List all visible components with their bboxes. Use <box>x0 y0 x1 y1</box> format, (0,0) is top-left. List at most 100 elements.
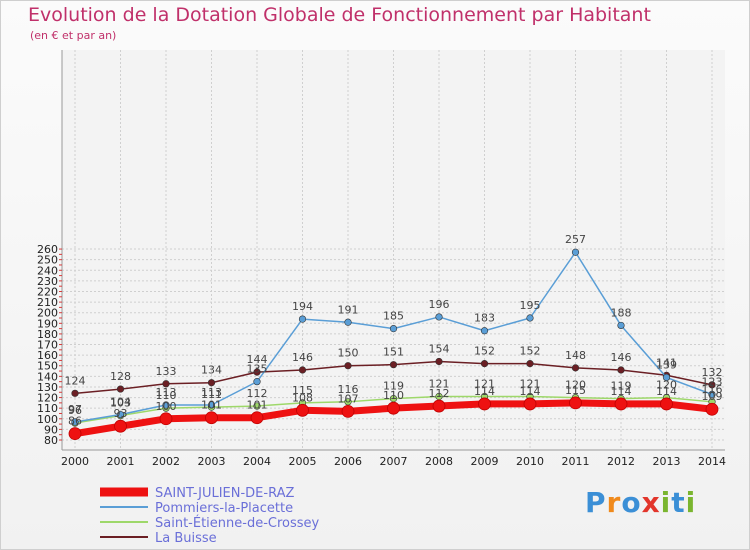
x-tick-label: 2013 <box>653 455 681 468</box>
data-point <box>253 378 261 386</box>
data-point <box>662 373 671 382</box>
legend-label: SAINT-JULIEN-DE-RAZ <box>155 486 294 501</box>
y-tick-label: 260 <box>37 243 58 256</box>
data-point <box>387 401 400 415</box>
data-label: 115 <box>292 384 313 397</box>
y-tick-label: 90 <box>44 423 58 436</box>
data-label: 195 <box>520 299 541 312</box>
data-label: 101 <box>201 399 222 412</box>
data-label: 151 <box>383 346 404 359</box>
x-tick-label: 2012 <box>607 455 635 468</box>
x-tick-label: 2008 <box>425 455 453 468</box>
data-label: 110 <box>383 389 404 402</box>
data-point <box>205 411 218 425</box>
logo-letter: r <box>606 486 622 519</box>
x-tick-label: 2001 <box>107 455 135 468</box>
data-point <box>114 419 127 433</box>
data-label: 115 <box>565 384 586 397</box>
data-point <box>162 380 170 388</box>
data-label: 93 <box>114 407 128 420</box>
x-tick-label: 2003 <box>198 455 226 468</box>
data-label: 112 <box>429 387 450 400</box>
data-label: 120 <box>565 379 586 392</box>
data-label: 107 <box>338 392 359 405</box>
x-tick-label: 2002 <box>152 455 180 468</box>
data-point <box>526 314 534 322</box>
data-label: 101 <box>247 399 268 412</box>
data-point <box>298 366 307 374</box>
logo-letter: o <box>621 486 642 519</box>
data-label: 110 <box>156 389 177 402</box>
y-tick-label: 80 <box>44 434 58 447</box>
data-label: 113 <box>201 386 222 399</box>
data-point <box>162 401 170 409</box>
data-label: 185 <box>383 310 404 323</box>
data-label: 124 <box>65 374 86 387</box>
data-label: 121 <box>520 378 541 391</box>
data-label: 150 <box>338 347 359 360</box>
chart-title: Evolution de la Dotation Globale de Fonc… <box>28 4 651 26</box>
data-label: 114 <box>656 385 677 398</box>
legend-label: La Buisse <box>155 531 217 546</box>
y-tick-label: 140 <box>37 370 58 383</box>
chart-subtitle: (en € et par an) <box>30 29 117 42</box>
data-point <box>250 411 264 425</box>
data-label: 144 <box>247 353 268 366</box>
y-tick-label: 250 <box>37 254 58 267</box>
data-label: 114 <box>520 385 541 398</box>
data-point <box>569 396 582 410</box>
data-label: 139 <box>656 358 677 371</box>
data-label: 116 <box>702 383 723 396</box>
data-label: 183 <box>474 312 495 325</box>
data-point <box>389 361 398 369</box>
data-label: 146 <box>292 351 313 364</box>
data-label: 109 <box>702 390 723 403</box>
y-tick-label: 190 <box>37 317 58 330</box>
data-label: 148 <box>565 349 586 362</box>
data-point <box>207 401 216 409</box>
legend-label: Pommiers-la-Placette <box>155 501 293 516</box>
data-point <box>660 397 673 411</box>
data-point <box>432 399 446 413</box>
data-label: 141 <box>656 356 677 369</box>
data-label: 96 <box>68 404 82 417</box>
data-point <box>708 381 716 389</box>
data-point <box>253 402 261 410</box>
x-tick-label: 2009 <box>471 455 499 468</box>
data-point <box>480 327 489 335</box>
data-point <box>344 362 352 370</box>
data-label: 132 <box>702 366 723 379</box>
x-tick-label: 2005 <box>289 455 317 468</box>
x-tick-label: 2014 <box>698 455 726 468</box>
data-label: 97 <box>68 403 82 416</box>
y-tick-label: 120 <box>37 392 58 405</box>
data-point <box>523 397 537 411</box>
data-label: 121 <box>429 378 450 391</box>
y-tick-label: 230 <box>37 275 58 288</box>
proxiti-logo: Proxiti <box>585 486 696 519</box>
data-point <box>341 404 355 418</box>
y-tick-label: 210 <box>37 296 58 309</box>
logo-letter: t <box>671 486 686 519</box>
logo-letter: i <box>660 486 672 519</box>
data-point <box>435 313 443 321</box>
y-tick-label: 100 <box>37 413 58 426</box>
data-label: 123 <box>702 375 723 388</box>
data-label: 119 <box>611 380 632 393</box>
data-label: 154 <box>429 343 450 356</box>
x-tick-label: 2007 <box>380 455 408 468</box>
data-label: 108 <box>292 391 313 404</box>
data-point <box>478 397 491 411</box>
data-label: 113 <box>156 386 177 399</box>
data-point <box>708 390 716 398</box>
y-tick-label: 200 <box>37 307 58 320</box>
data-label: 104 <box>110 396 131 409</box>
data-label: 120 <box>656 379 677 392</box>
x-tick-label: 2011 <box>562 455 590 468</box>
x-tick-label: 2000 <box>61 455 89 468</box>
data-label: 121 <box>474 378 495 391</box>
data-point <box>296 403 309 417</box>
data-point <box>159 412 173 426</box>
data-point <box>298 315 307 323</box>
data-point <box>253 368 261 376</box>
